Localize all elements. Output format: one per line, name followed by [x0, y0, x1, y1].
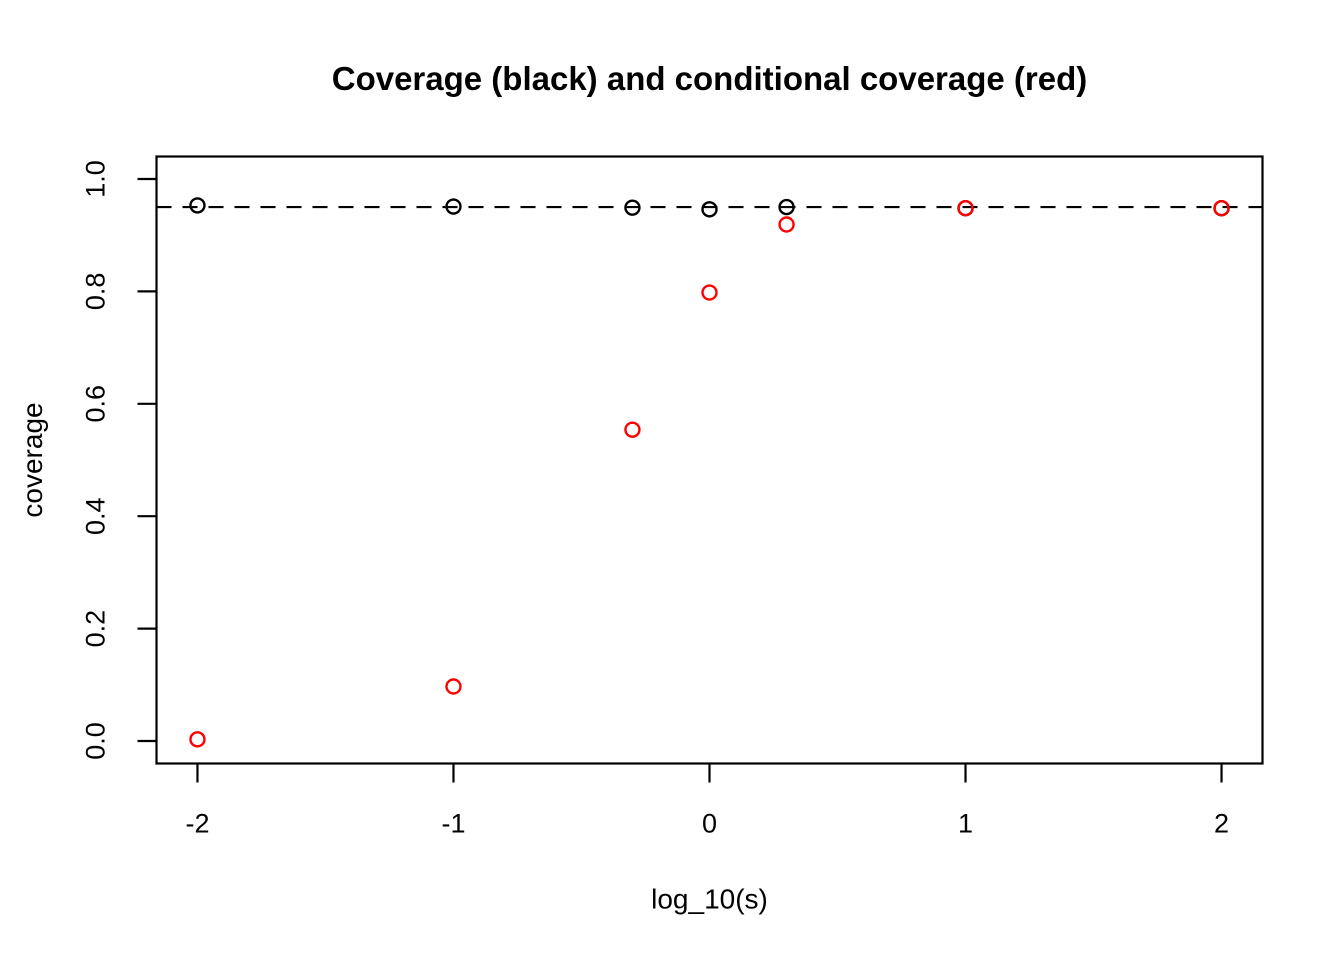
x-tick-label: -2: [185, 809, 209, 839]
data-point-coverage: [778, 198, 795, 216]
data-point-conditional: [1213, 200, 1230, 217]
data-point-conditional: [701, 284, 718, 301]
x-tick-label: 2: [1214, 809, 1229, 839]
y-tick-label: 0.4: [81, 497, 111, 535]
y-tick-label: 0.6: [81, 385, 111, 423]
x-tick-label: 1: [958, 809, 973, 839]
y-tick-label: 0.0: [81, 722, 111, 760]
x-tick-label: 0: [702, 809, 717, 839]
data-point-conditional: [445, 678, 462, 695]
data-point-coverage: [701, 201, 718, 218]
data-point-conditional: [778, 216, 795, 233]
data-point-coverage: [624, 199, 641, 216]
data-point-coverage: [445, 198, 462, 215]
data-point-conditional: [189, 731, 206, 748]
chart-title: Coverage (black) and conditional coverag…: [331, 60, 1088, 97]
y-tick-label: 0.8: [81, 273, 111, 311]
y-tick-label: 1.0: [81, 160, 111, 198]
y-axis-label: coverage: [17, 402, 48, 517]
plot-box: [155, 155, 1264, 765]
data-point-coverage: [189, 197, 206, 214]
data-point-conditional: [957, 200, 974, 217]
y-tick-label: 0.2: [81, 610, 111, 648]
data-point-conditional: [624, 421, 641, 438]
x-axis-label: log_10(s): [651, 884, 768, 915]
x-tick-label: -1: [441, 809, 465, 839]
